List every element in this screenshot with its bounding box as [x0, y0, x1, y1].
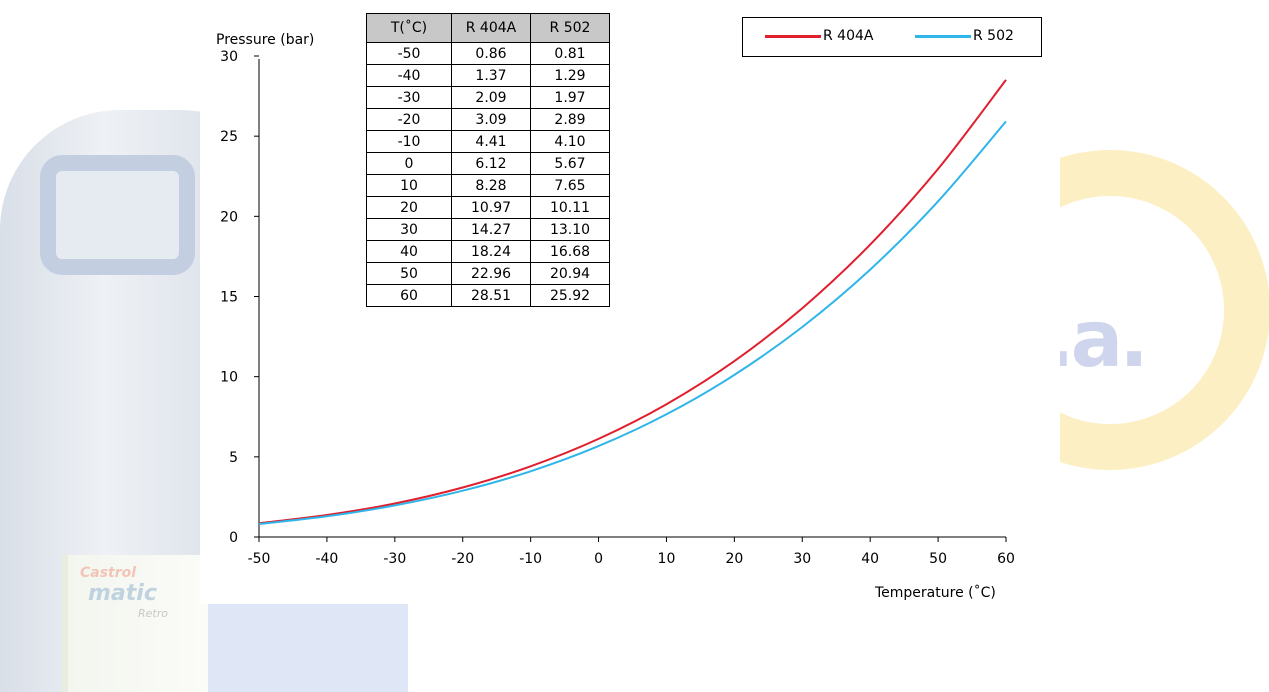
table-cell: 22.96 [451, 262, 531, 285]
table-cell: -30 [366, 86, 452, 109]
background-blue-panel [198, 604, 408, 692]
legend-swatch [765, 34, 821, 38]
legend-item-r404a: R 404A [765, 28, 873, 44]
table-cell: 1.97 [530, 86, 610, 109]
x-tick-label: 0 [594, 551, 603, 567]
background-logo-letters: .a. [1045, 295, 1149, 385]
x-tick-label: -50 [248, 551, 271, 567]
table-row: -10 4.41 4.10 [366, 130, 610, 153]
x-tick-label: 60 [997, 551, 1015, 567]
table-cell: 0.86 [451, 42, 531, 65]
table-cell: 2.09 [451, 86, 531, 109]
background-cylinder-handle [40, 155, 195, 275]
y-axis-label: Pressure (bar) [216, 32, 314, 48]
table-cell: 4.10 [530, 130, 610, 153]
y-tick-label: 10 [220, 370, 238, 386]
table-cell: 18.24 [451, 240, 531, 263]
y-tick-label: 20 [220, 209, 238, 225]
y-tick-label: 15 [220, 290, 238, 306]
x-tick-label: 40 [861, 551, 879, 567]
series-line-r502 [258, 120, 1007, 525]
table-row: -50 0.86 0.81 [366, 42, 610, 65]
table-cell: 7.65 [530, 174, 610, 197]
table-cell: 8.28 [451, 174, 531, 197]
table-cell: 1.29 [530, 64, 610, 87]
x-tick-label: 20 [725, 551, 743, 567]
table-cell: 30 [366, 218, 452, 241]
y-tick-label: 5 [229, 450, 238, 466]
table-cell: -10 [366, 130, 452, 153]
table-cell: -40 [366, 64, 452, 87]
table-cell: 13.10 [530, 218, 610, 241]
table-cell: 5.67 [530, 152, 610, 175]
y-tick-label: 30 [220, 49, 238, 65]
table-cell: 0 [366, 152, 452, 175]
table-row: 0 6.12 5.67 [366, 152, 610, 175]
table-cell: 6.12 [451, 152, 531, 175]
chart-lines [258, 79, 1007, 525]
table-cell: 60 [366, 284, 452, 307]
table-header: R 502 [530, 13, 610, 43]
table-row: -30 2.09 1.97 [366, 86, 610, 109]
table-cell: 1.37 [451, 64, 531, 87]
table-cell: 2.89 [530, 108, 610, 131]
x-axis-label: Temperature (˚C) [874, 584, 996, 601]
x-tick-label: -10 [519, 551, 542, 567]
table-cell: 16.68 [530, 240, 610, 263]
table-row: -40 1.37 1.29 [366, 64, 610, 87]
table-row: -20 3.09 2.89 [366, 108, 610, 131]
table-row: 10 8.28 7.65 [366, 174, 610, 197]
legend-swatch [915, 34, 971, 38]
table-cell: 10.97 [451, 196, 531, 219]
table-cell: 10.11 [530, 196, 610, 219]
chart-panel [200, 0, 1060, 604]
background-can-logo: matic [88, 581, 157, 606]
background-can-logo: Castrol [80, 565, 137, 581]
table-row: 40 18.24 16.68 [366, 240, 610, 263]
table-cell: 10 [366, 174, 452, 197]
table-cell: 50 [366, 262, 452, 285]
x-tick-label: 50 [929, 551, 947, 567]
table-cell: -50 [366, 42, 452, 65]
table-header-row: T(˚C) R 404A R 502 [366, 13, 610, 43]
background-can-logo: Retro [138, 607, 168, 620]
x-tick-label: 10 [658, 551, 676, 567]
table-cell: 28.51 [451, 284, 531, 307]
y-tick-label: 25 [220, 129, 238, 145]
y-tick-label: 0 [229, 530, 238, 546]
table-cell: 20 [366, 196, 452, 219]
series-line-r404a [258, 79, 1007, 525]
table-row: 20 10.97 10.11 [366, 196, 610, 219]
table-cell: 0.81 [530, 42, 610, 65]
table-cell: 25.92 [530, 284, 610, 307]
table-header: T(˚C) [366, 13, 452, 43]
x-tick-label: -20 [451, 551, 474, 567]
chart-legend: R 404A R 502 [742, 17, 1042, 57]
table-cell: 3.09 [451, 108, 531, 131]
legend-label: R 502 [973, 28, 1014, 44]
table-cell: -20 [366, 108, 452, 131]
table-header: R 404A [451, 13, 531, 43]
pressure-data-table: T(˚C) R 404A R 502 -50 0.86 0.81 -40 1.37 1.2… [366, 13, 610, 307]
table-cell: 20.94 [530, 262, 610, 285]
x-tick-label: -30 [383, 551, 406, 567]
background-oil-can: Castrol matic Retro [62, 555, 208, 692]
table-cell: 4.41 [451, 130, 531, 153]
table-row: 30 14.27 13.10 [366, 218, 610, 241]
table-cell: 40 [366, 240, 452, 263]
table-row: 50 22.96 20.94 [366, 262, 610, 285]
x-tick-label: 30 [793, 551, 811, 567]
legend-label: R 404A [823, 28, 874, 44]
legend-item-r502: R 502 [915, 28, 1014, 44]
x-tick-label: -40 [315, 551, 338, 567]
table-cell: 14.27 [451, 218, 531, 241]
table-row: 60 28.51 25.92 [366, 284, 610, 307]
